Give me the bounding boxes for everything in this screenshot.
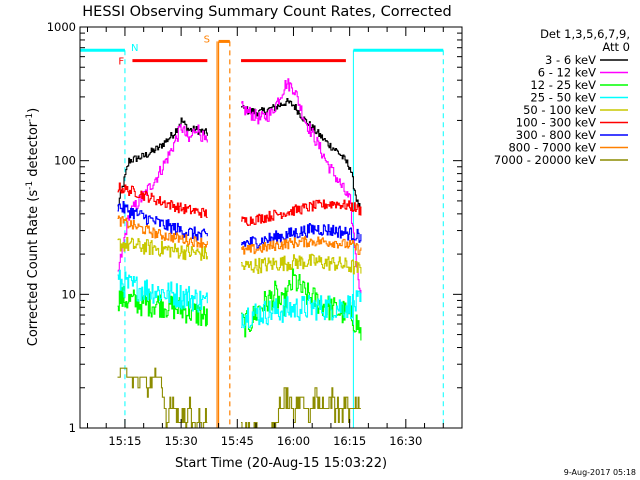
plot-frame xyxy=(79,26,463,429)
series-line-1 xyxy=(117,78,362,294)
x-tick-label-4: 16:15 xyxy=(333,434,366,448)
y-axis-label-part3: ) xyxy=(26,108,41,113)
x-axis-label: Start Time (20-Aug-15 15:03:22) xyxy=(175,456,387,471)
legend-label-3: 25 - 50 keV xyxy=(530,91,596,105)
legend-label-5: 100 - 300 keV xyxy=(516,116,596,130)
x-tick-label-3: 16:00 xyxy=(277,434,310,448)
y-tick-label-0: 1 xyxy=(69,421,76,435)
legend-label-7: 800 - 7000 keV xyxy=(508,141,596,155)
chart-title: HESSI Observing Summary Count Rates, Cor… xyxy=(82,4,451,20)
series-line-3 xyxy=(117,269,362,329)
x-tick-label-5: 16:30 xyxy=(389,434,422,448)
x-tick-label-0: 15:15 xyxy=(108,434,141,448)
series-line-6 xyxy=(117,200,362,249)
legend-label-1: 6 - 12 keV xyxy=(538,66,596,80)
series-line-4 xyxy=(117,237,362,275)
legend-header-detectors: Det 1,3,5,6,7,9, xyxy=(540,27,630,41)
legend-header-attenuator: Att 0 xyxy=(602,40,630,54)
legend-label-2: 12 - 25 keV xyxy=(530,78,596,92)
axis-layer: 1 10 100 1000 15:15 15:30 15:45 16:00 16:15 16:30 xyxy=(47,20,462,448)
y-tick-label-2: 100 xyxy=(54,154,76,168)
series-line-5 xyxy=(117,182,362,226)
x-tick-label-2: 15:45 xyxy=(221,434,254,448)
x-tick-label-1: 15:30 xyxy=(165,434,198,448)
legend-label-8: 7000 - 20000 keV xyxy=(494,153,596,167)
legend-label-6: 300 - 800 keV xyxy=(516,128,596,142)
y-axis-label-exp1: -1 xyxy=(25,181,35,190)
y-axis-label-exp2: -1 xyxy=(25,113,35,122)
series-line-7 xyxy=(117,215,362,255)
y-axis-label-part1: Corrected Count Rate (s xyxy=(26,190,41,347)
y-tick-label-3: 1000 xyxy=(47,20,76,34)
saa-flag-label: S xyxy=(204,34,210,45)
legend-label-4: 50 - 100 keV xyxy=(523,103,596,117)
y-axis-label: Corrected Count Rate (s-1 detector-1) xyxy=(25,108,41,346)
flare-flag-label: F xyxy=(118,57,124,68)
night-flag-label: N xyxy=(131,43,138,54)
legend-label-0: 3 - 6 keV xyxy=(545,53,596,67)
footer-timestamp: 9-Aug-2017 05:18 xyxy=(564,468,636,477)
y-axis-label-part2: detector xyxy=(26,121,41,181)
y-tick-label-1: 10 xyxy=(61,287,76,301)
